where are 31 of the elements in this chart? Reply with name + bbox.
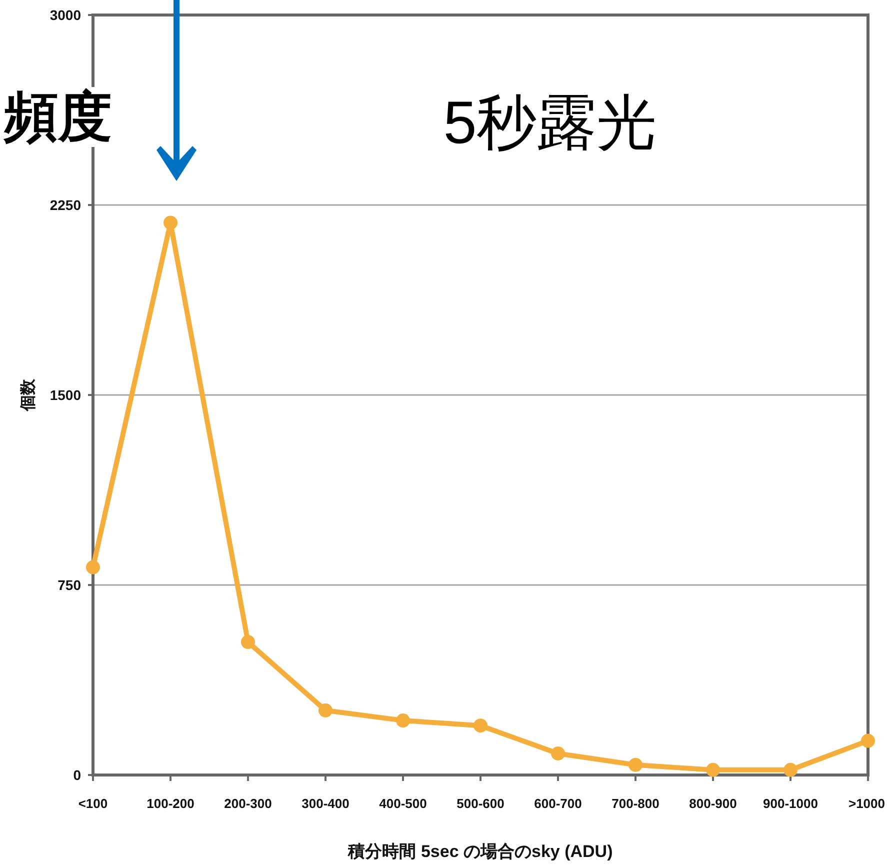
x-tick-label: 300-400 [302,796,350,811]
y-tick-label: 1500 [50,387,82,403]
point [241,635,255,649]
x-axis-title: 積分時間 5sec の場合のsky (ADU) [347,842,613,861]
text: 5秒露光 [443,89,657,156]
point [628,758,642,772]
x-tick-label: 200-300 [224,796,272,811]
x-tick-label: 400-500 [379,796,427,811]
x-tick-label: 700-800 [612,796,660,811]
x-tick-label: 900-1000 [763,796,818,811]
x-tick-label: 500-600 [456,796,504,811]
point [396,714,410,728]
y-tick-label: 2250 [50,197,82,213]
y-tick-label: 0 [73,767,82,783]
point [784,762,798,777]
y-tick-label: 3000 [50,7,82,23]
x-tick-label: 600-700 [534,796,582,811]
point [551,746,565,760]
y-tick-label: 750 [58,577,82,593]
x-tick-label: <100 [78,796,108,811]
point [318,703,332,718]
point [474,718,488,733]
point [86,560,100,574]
point [861,734,875,748]
x-tick-label: >1000 [848,796,885,811]
point [706,762,720,777]
x-tick-label: 100-200 [146,796,194,811]
y-axis-title: 個数 [19,378,37,412]
annotation: 頻度 [3,87,112,147]
point [164,216,178,230]
x-tick-label: 800-900 [689,796,737,811]
